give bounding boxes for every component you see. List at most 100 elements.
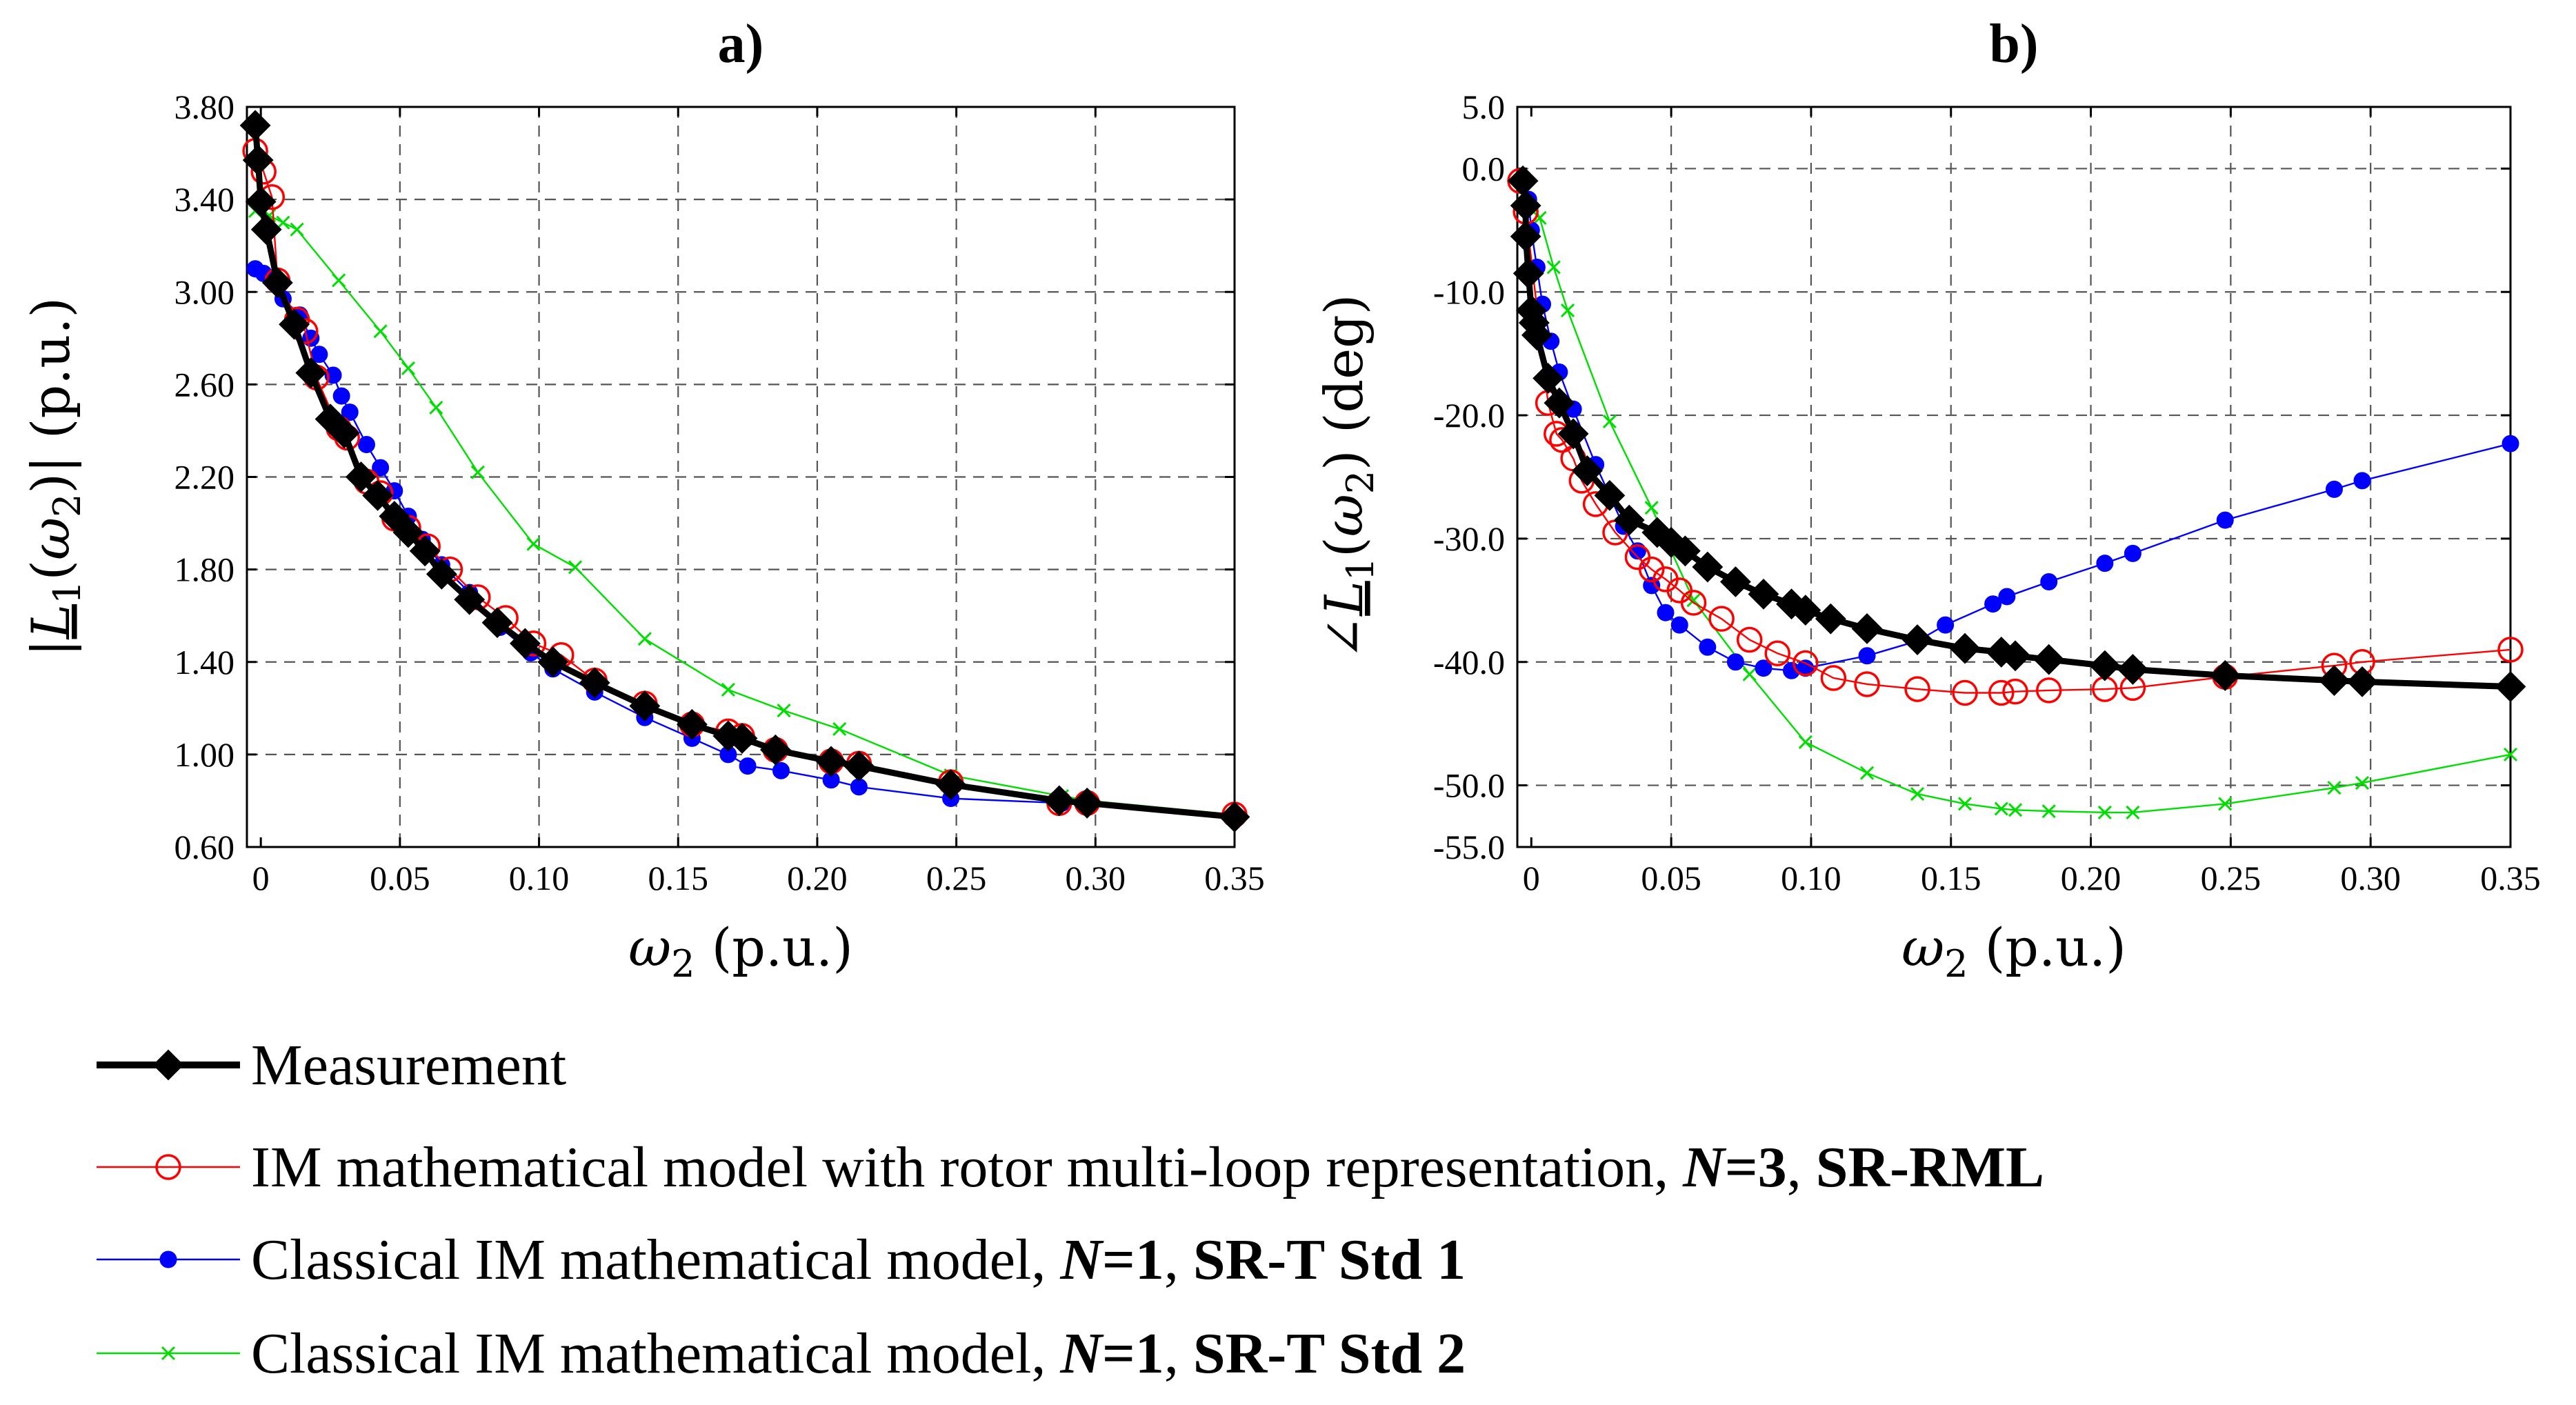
legend-label-std1-part: SR-T Std 1 [1193, 1228, 1466, 1292]
panel-a-meas-point [239, 110, 271, 141]
panel-a-meas-point [1219, 801, 1250, 833]
panel-a-y-tick-label: 3.00 [174, 272, 235, 311]
legend-label-srrml-part: IM mathematical model with rotor multi-l… [251, 1135, 1683, 1199]
panel-b-std2-point [2008, 803, 2023, 817]
panel-b-std1-point [2353, 472, 2371, 490]
panel-b-std2-point [1546, 260, 1561, 275]
panel-a-std1-point [341, 403, 359, 421]
panel-a-title: a) [718, 14, 764, 74]
panel-a-meas-line [252, 125, 1235, 820]
legend-label-std2-part: SR-T Std 2 [1193, 1322, 1466, 1386]
panel-b-std2-point [2355, 775, 2370, 790]
panel-b-std2-point [1994, 801, 2008, 816]
panel-b-std2-point [2041, 804, 2056, 819]
panel-b-std1-point [2124, 544, 2141, 562]
panel-a-meas-point [295, 357, 327, 389]
panel-b-std1-point [2502, 435, 2519, 452]
panel-b-x-tick-label: 0.35 [2480, 859, 2541, 897]
panel-b-series-std2 [1516, 174, 2518, 819]
panel-b-meas-point [1719, 566, 1751, 597]
panel-b-y-tick-label: -55.0 [1433, 828, 1505, 866]
panel-b-meas-point [2209, 660, 2241, 691]
panel-b-std1-point [1657, 604, 1675, 621]
legend-label-std1-part: Classical IM mathematical model, [251, 1228, 1060, 1292]
panel-a-x-tick-label: 0.25 [926, 859, 987, 897]
panel-a-meas-point [1071, 787, 1103, 819]
legend: Measurement IM mathematical model with ro… [97, 1033, 2044, 1386]
panel-b-std2-point [2097, 805, 2112, 819]
panel-b-x-tick-label: 0 [1523, 859, 1540, 897]
legend-label-std1-part: N [1059, 1228, 1104, 1292]
panel-b-srrml-point [1708, 606, 1735, 632]
panel-b-srrml-point [2002, 678, 2028, 705]
panel-b-series-meas [1507, 165, 2526, 702]
panel-a-y-tick-label: 0.60 [174, 828, 235, 866]
legend-label-std2-part: =1 [1102, 1322, 1164, 1386]
panel-b-std1-point [1726, 653, 1744, 671]
panel-b-meas-point [1521, 319, 1552, 351]
panel-a-y-axis-label: |L1(ω2)| (p.u.) [20, 297, 89, 657]
panel-b-srrml-point [1988, 679, 2015, 706]
panel-b-std2-point [1910, 787, 1925, 801]
legend-label-std1: Classical IM mathematical model, N=1, SR… [251, 1228, 1466, 1292]
panel-a-y-tick-label: 1.80 [174, 550, 235, 589]
panel-b-std1-point [1755, 659, 1773, 677]
panel-a-y-tick-label: 2.60 [174, 365, 235, 403]
legend-label-std2: Classical IM mathematical model, N=1, SR… [251, 1322, 1466, 1386]
panel-b-std1-point [2216, 511, 2234, 529]
panel-b-std2-point [2327, 781, 2342, 795]
panel-b-std1-point [2040, 573, 2058, 591]
panel-a-srrml-line [254, 150, 1235, 816]
legend-label-srrml: IM mathematical model with rotor multi-l… [251, 1135, 2044, 1199]
panel-b-std2-point [1560, 303, 1575, 318]
legend-item-srrml: IM mathematical model with rotor multi-l… [97, 1135, 2044, 1199]
panel-b-meas-point [1510, 221, 1541, 252]
legend-label-meas: Measurement [251, 1033, 566, 1097]
panel-b-srrml-point [1736, 626, 1763, 653]
panel-a-x-tick-label: 0.35 [1204, 859, 1265, 897]
panel-b-std1-point [1984, 595, 2002, 613]
panel-a-meas-point [245, 186, 277, 217]
panel-b-meas-point [1748, 578, 1779, 610]
panel-b-meas-point [1613, 504, 1645, 536]
panel-b-srrml-point [1638, 556, 1665, 583]
panel-b-x-tick-label: 0.20 [2061, 859, 2121, 897]
panel-a-meas-point [409, 535, 441, 567]
panel-a-meas-point [454, 584, 486, 615]
panel-b-std1-point [1699, 638, 1717, 656]
legend-label-srrml-part: , [1787, 1135, 1816, 1199]
panel-b-meas-point [2033, 644, 2065, 675]
legend-label-std1-part: =1 [1102, 1228, 1164, 1292]
panel-a-magnitude-chart: 0 0.05 0.10 0.15 0.20 0.25 0.30 0.35 0.60 1.00 1.4… [20, 14, 1265, 986]
panel-b-std2-point [2218, 797, 2233, 811]
panel-b-meas-point [2089, 650, 2121, 681]
panel-b-srrml-point [2035, 677, 2062, 704]
panel-b-meas-point [2117, 654, 2148, 685]
panel-a-std2-point [777, 704, 791, 718]
panel-a-std2-point [401, 361, 416, 375]
panel-a-meas-point [328, 417, 360, 449]
legend-item-meas: Measurement [97, 1033, 566, 1097]
panel-b-plot-frame [1516, 106, 2512, 848]
panel-b-meas-point [2495, 671, 2526, 702]
panel-a-meas-point [481, 607, 513, 639]
panel-a-std1-point [357, 436, 375, 454]
panel-b-x-tick-label: 0.30 [2340, 859, 2401, 897]
panel-a-meas-point [537, 646, 569, 678]
panel-b-x-tick-label: 0.25 [2201, 859, 2262, 897]
panel-b-srrml-point [2497, 637, 2524, 663]
panel-b-srrml-point [1680, 590, 1707, 616]
legend-label-std2-part: , [1164, 1322, 1193, 1386]
panel-a-std2-point [832, 721, 847, 737]
legend-swatch-marker-std2 [161, 1346, 176, 1361]
panel-a-meas-point [815, 746, 847, 777]
panel-b-x-tick-label: 0.15 [1921, 859, 1981, 897]
panel-b-std2-point [1644, 501, 1659, 515]
panel-a-meas-point [760, 734, 791, 766]
panel-b-title: b) [1989, 14, 2038, 74]
legend-item-std2: Classical IM mathematical model, N=1, SR… [97, 1322, 1466, 1386]
panel-b-meas-point [1594, 479, 1626, 511]
panel-b-std1-point [1998, 588, 2016, 606]
legend-label-srrml-part: =3 [1725, 1135, 1787, 1199]
panel-b-std1-point [2096, 555, 2114, 572]
